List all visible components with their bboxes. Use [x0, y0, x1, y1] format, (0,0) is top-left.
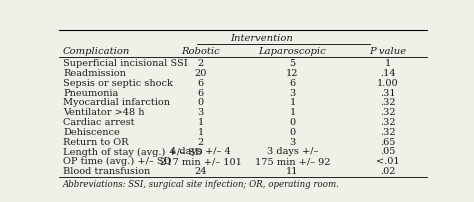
Text: 3 days +/–: 3 days +/– — [267, 147, 318, 157]
Text: 217 min +/– 101: 217 min +/– 101 — [160, 157, 242, 166]
Text: Ventilator >48 h: Ventilator >48 h — [63, 108, 145, 117]
Text: 0: 0 — [290, 128, 296, 137]
Text: 4 days +/– 4: 4 days +/– 4 — [170, 147, 231, 157]
Text: 1: 1 — [290, 108, 296, 117]
Text: Readmission: Readmission — [63, 69, 126, 78]
Text: 175 min +/– 92: 175 min +/– 92 — [255, 157, 330, 166]
Text: 0: 0 — [198, 98, 204, 107]
Text: 24: 24 — [194, 167, 207, 176]
Text: 3: 3 — [290, 138, 296, 147]
Text: 20: 20 — [194, 69, 207, 78]
Text: 1: 1 — [290, 98, 296, 107]
Text: .32: .32 — [380, 118, 396, 127]
Text: 2: 2 — [198, 59, 204, 68]
Text: .05: .05 — [380, 147, 396, 157]
Text: .65: .65 — [380, 138, 396, 147]
Text: 6: 6 — [198, 89, 204, 98]
Text: .32: .32 — [380, 98, 396, 107]
Text: Myocardial infarction: Myocardial infarction — [63, 98, 170, 107]
Text: .14: .14 — [380, 69, 396, 78]
Text: 3: 3 — [290, 89, 296, 98]
Text: Length of stay (avg.) +/– SD: Length of stay (avg.) +/– SD — [63, 147, 202, 157]
Text: 6: 6 — [198, 79, 204, 88]
Text: Abbreviations: SSI, surgical site infection; OR, operating room.: Abbreviations: SSI, surgical site infect… — [63, 180, 340, 189]
Text: Dehiscence: Dehiscence — [63, 128, 119, 137]
Text: Laparoscopic: Laparoscopic — [259, 46, 327, 56]
Text: OP time (avg.) +/– SD: OP time (avg.) +/– SD — [63, 157, 172, 166]
Text: 1: 1 — [385, 59, 391, 68]
Text: .32: .32 — [380, 128, 396, 137]
Text: 3: 3 — [198, 108, 204, 117]
Text: 2: 2 — [198, 138, 204, 147]
Text: Cardiac arrest: Cardiac arrest — [63, 118, 135, 127]
Text: Blood transfusion: Blood transfusion — [63, 167, 150, 176]
Text: 1.00: 1.00 — [377, 79, 399, 88]
Text: Complication: Complication — [63, 46, 130, 56]
Text: Robotic: Robotic — [181, 46, 220, 56]
Text: .02: .02 — [380, 167, 396, 176]
Text: Superficial incisional SSI: Superficial incisional SSI — [63, 59, 188, 68]
Text: 6: 6 — [290, 79, 296, 88]
Text: Pneumonia: Pneumonia — [63, 89, 118, 98]
Text: 12: 12 — [286, 69, 299, 78]
Text: P value: P value — [369, 46, 407, 56]
Text: Intervention: Intervention — [230, 34, 293, 43]
Text: .32: .32 — [380, 108, 396, 117]
Text: 0: 0 — [290, 118, 296, 127]
Text: 5: 5 — [290, 59, 296, 68]
Text: <.01: <.01 — [376, 157, 400, 166]
Text: .31: .31 — [380, 89, 396, 98]
Text: Sepsis or septic shock: Sepsis or septic shock — [63, 79, 173, 88]
Text: 11: 11 — [286, 167, 299, 176]
Text: 1: 1 — [198, 118, 204, 127]
Text: 1: 1 — [198, 128, 204, 137]
Text: Return to OR: Return to OR — [63, 138, 128, 147]
